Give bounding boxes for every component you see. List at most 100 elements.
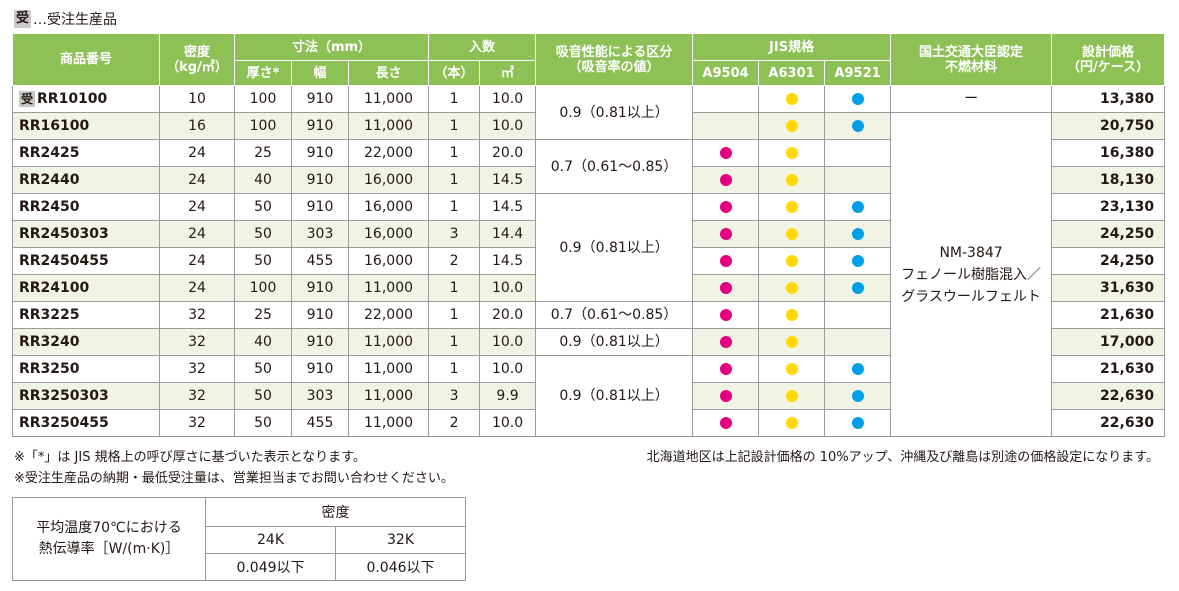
qty-area-cell: 20.0 [479,139,537,167]
jis-a6301-cell [758,328,826,356]
cyan-dot-icon [851,255,864,267]
certification-line: NM-3847 [939,244,1003,261]
jis-a6301-cell [758,139,826,167]
table-row: RR2425 24 25 910 22,000 1 20.0 0.7（0.61〜0.85） 16… [12,139,1166,194]
product-code-cell: RR2450303 [12,220,160,248]
jis-a6301-cell [758,247,826,275]
jis-a9504-cell [692,355,760,383]
thickness-cell: 50 [234,382,292,410]
density-cell: 24 [159,220,235,248]
price-cell: 21,630 [1051,355,1166,383]
price-cell: 13,380 [1051,85,1166,113]
cyan-dot-icon [851,282,864,294]
width-cell: 910 [291,193,349,221]
certification-cell: NM-3847 フェノール樹脂混入／ グラスウールフェルト [890,112,1053,437]
qty-pcs-cell: 1 [428,274,481,302]
product-code: RR3250303 [19,388,109,404]
magenta-dot-icon [719,201,732,213]
thickness-cell: 100 [234,274,292,302]
yellow-dot-icon [785,93,798,105]
product-table: 商品番号 密度 （kg/㎥） 寸法（mm） 入数 吸音性能による区分 （吸音率の値）… [12,33,1166,437]
magenta-dot-icon [719,417,732,429]
jis-a6301-cell [758,274,826,302]
thickness-cell: 50 [234,247,292,275]
product-code-cell: RR2450455 [12,247,160,275]
width-cell: 910 [291,301,349,329]
product-code-cell: RR3250455 [12,409,160,437]
header-price: 設計価格 （円/ケース） [1051,33,1166,86]
length-cell: 11,000 [347,274,430,302]
qty-pcs-cell: 1 [428,112,481,140]
yellow-dot-icon [785,201,798,213]
thickness-cell: 25 [234,139,292,167]
width-cell: 455 [291,247,349,275]
yellow-dot-icon [785,363,798,375]
certification-cell: ー [890,85,1053,113]
thickness-cell: 25 [234,301,292,329]
absorption-cell: 0.9（0.81以上） [535,328,694,356]
product-code: RR2450 [19,199,80,215]
thermal-conductivity-table: 平均温度70℃における 熱伝導率［W/(m·K)］ 密度 24K 32K 0.04… [12,497,466,581]
thickness-cell: 100 [234,112,292,140]
header-jis-a9504: A9504 [692,60,760,86]
header-jis-a6301: A6301 [758,60,826,86]
header-certification: 国土交通大臣認定 不燃材料 [890,33,1053,86]
jis-a9521-cell [824,247,892,275]
jis-a9521-cell [824,328,892,356]
certification-line: グラスウールフェルト [901,288,1041,305]
product-code-cell: RR3250303 [12,382,160,410]
jis-a9504-cell [692,220,760,248]
jis-a9504-cell [692,139,760,167]
header-qty-pcs: （本） [428,60,481,86]
magenta-dot-icon [719,309,732,321]
jis-a9504-cell [692,382,760,410]
header-qty-area: ㎡ [479,60,537,86]
jis-a9521-cell [824,409,892,437]
length-cell: 22,000 [347,139,430,167]
made-to-order-badge: 受 [19,91,36,107]
jis-a6301-cell [758,355,826,383]
width-cell: 910 [291,85,349,113]
jis-a9521-cell [824,85,892,113]
jis-a9504-cell [692,85,760,113]
product-code: RR3240 [19,334,80,350]
price-cell: 17,000 [1051,328,1166,356]
length-cell: 16,000 [347,193,430,221]
density-cell: 24 [159,139,235,167]
magenta-dot-icon [719,390,732,402]
cyan-dot-icon [851,93,864,105]
yellow-dot-icon [785,228,798,240]
jis-a9521-cell [824,274,892,302]
jis-a9521-cell [824,112,892,140]
density-cell: 24 [159,166,235,194]
qty-pcs-cell: 1 [428,193,481,221]
absorption-cell: 0.9（0.81以上） [535,85,694,140]
jis-a6301-cell [758,85,826,113]
width-cell: 910 [291,328,349,356]
thickness-cell: 50 [234,409,292,437]
yellow-dot-icon [785,255,798,267]
qty-pcs-cell: 1 [428,166,481,194]
density-cell: 24 [159,193,235,221]
qty-area-cell: 14.5 [479,166,537,194]
length-cell: 11,000 [347,328,430,356]
qty-pcs-cell: 1 [428,328,481,356]
thickness-cell: 50 [234,220,292,248]
conductivity-value-24k: 0.049以下 [205,553,336,581]
table-row: RR2450455 24 50 455 16,000 2 14.5 24,250 [12,247,1166,275]
length-cell: 11,000 [347,355,430,383]
length-cell: 11,000 [347,85,430,113]
product-code: RR3225 [19,307,80,323]
qty-area-cell: 9.9 [479,382,537,410]
qty-pcs-cell: 2 [428,409,481,437]
jis-a9504-cell [692,301,760,329]
density-cell: 32 [159,355,235,383]
product-code-cell: RR2440 [12,166,160,194]
product-code-cell: RR2425 [12,139,160,167]
product-code-cell: RR24100 [12,274,160,302]
price-cell: 16,380 [1051,139,1166,167]
header-jis-a9521: A9521 [824,60,892,86]
header-thickness: 厚さ* [234,60,292,86]
qty-pcs-cell: 1 [428,355,481,383]
header-width: 幅 [291,60,349,86]
